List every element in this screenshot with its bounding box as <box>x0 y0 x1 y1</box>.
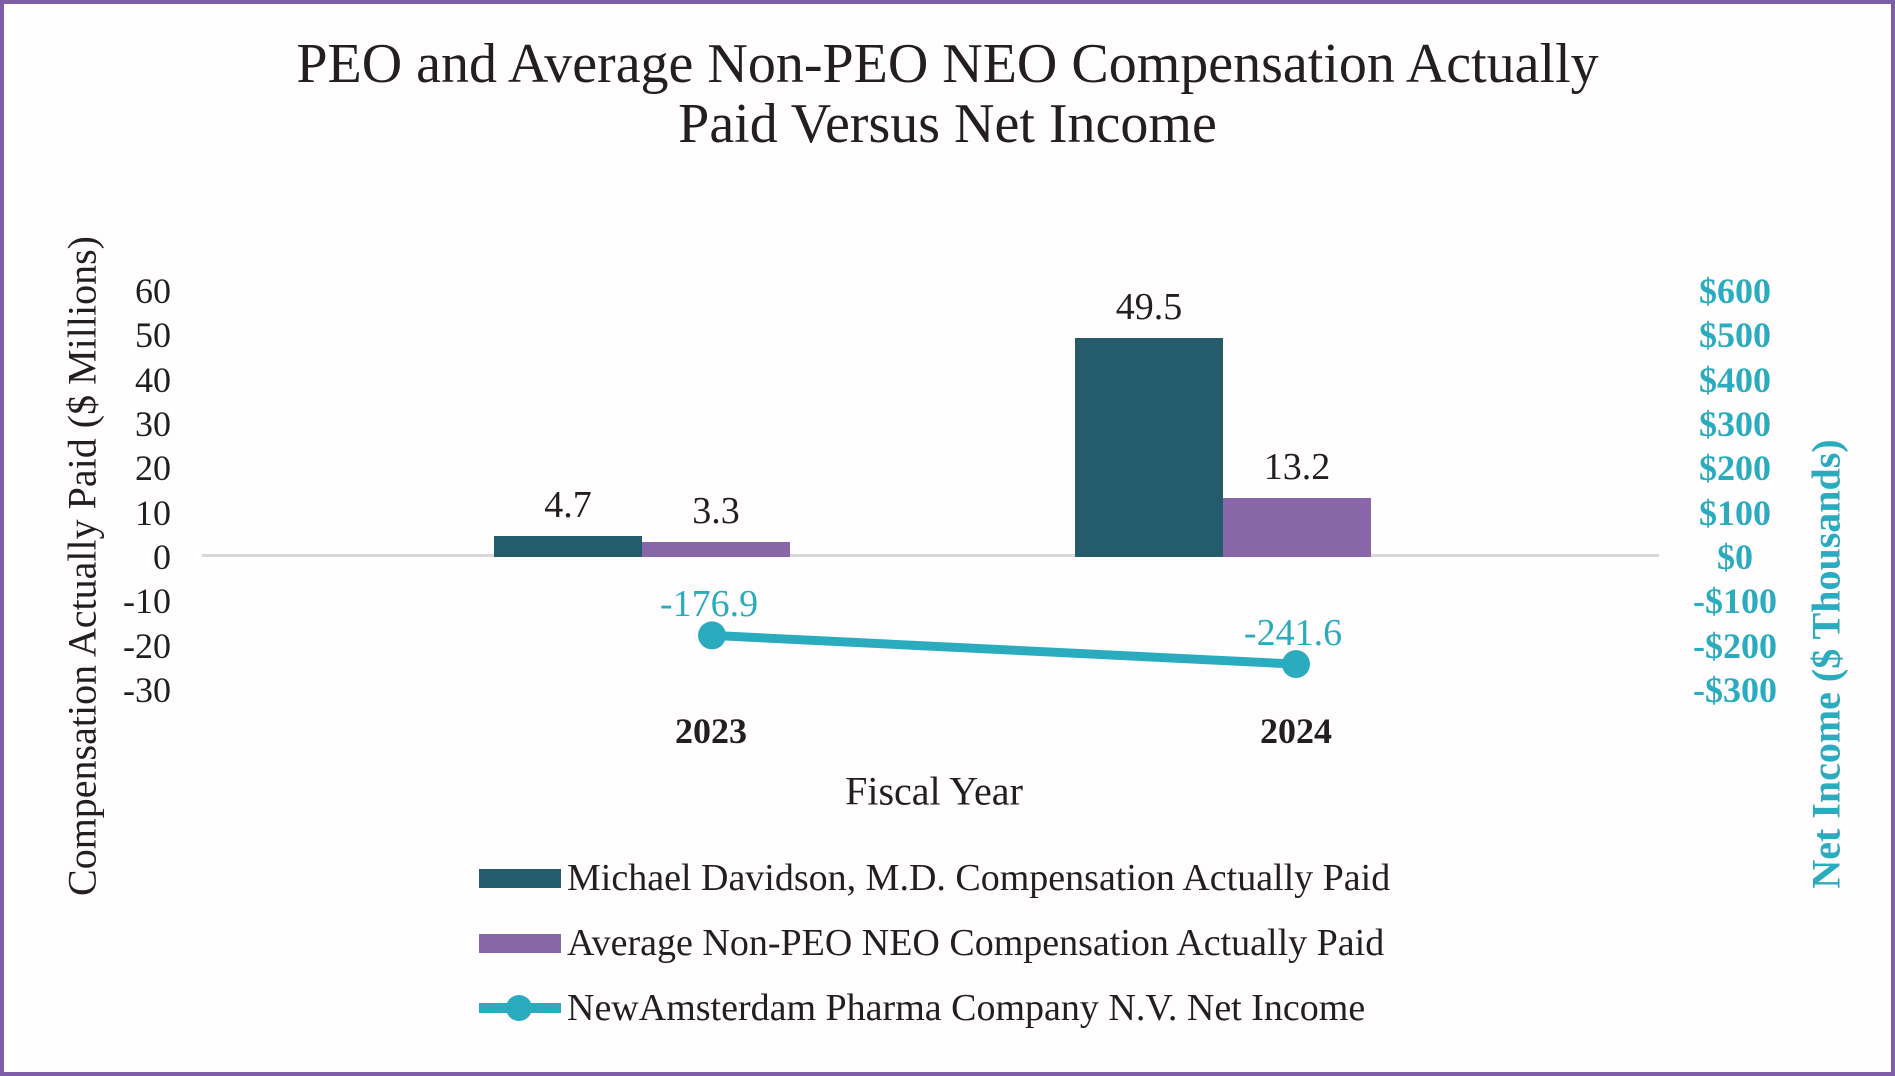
left-axis-tick-label: 0 <box>153 537 171 577</box>
right-axis-tick-label: -$100 <box>1693 581 1777 622</box>
left-axis-tick-label: 60 <box>135 271 171 312</box>
line-data-label: -241.6 <box>1243 612 1343 655</box>
legend-item-neo: Average Non-PEO NEO Compensation Actuall… <box>479 922 1390 964</box>
left-axis-tick-label: 40 <box>135 359 171 400</box>
right-axis-tick-label: $0 <box>1717 537 1753 577</box>
left-axis-tick-label: -10 <box>123 581 171 622</box>
chart-title-line2: Paid Versus Net Income <box>678 93 1217 155</box>
right-axis-title: Net Income ($ Thousands) <box>1803 439 1849 889</box>
right-axis-tick-label: $400 <box>1699 359 1771 400</box>
right-axis-tick-label: $600 <box>1699 271 1771 312</box>
legend-label-peo: Michael Davidson, M.D. Compensation Actu… <box>567 857 1391 899</box>
bar-data-label: 49.5 <box>1115 285 1183 328</box>
chart-title: PEO and Average Non-PEO NEO Compensation… <box>4 34 1891 154</box>
neo-bar-swatch-icon <box>479 933 561 953</box>
x-category-label-2024: 2024 <box>1260 711 1332 751</box>
chart-title-line1: PEO and Average Non-PEO NEO Compensation… <box>296 33 1599 95</box>
net-income-line-swatch-icon <box>479 995 561 1021</box>
legend-label-neo: Average Non-PEO NEO Compensation Actuall… <box>567 922 1385 964</box>
left-axis-tick-label: -20 <box>123 625 171 666</box>
right-axis-tick-label: -$200 <box>1693 625 1777 666</box>
zero-gridline <box>202 554 1659 557</box>
peo-bar-swatch-icon <box>479 868 561 888</box>
bar-data-label: 13.2 <box>1263 446 1331 489</box>
right-axis-tick-label: $300 <box>1699 404 1771 444</box>
bar-data-label: 4.7 <box>544 484 592 527</box>
right-axis-tick-label: -$300 <box>1693 669 1777 710</box>
left-axis-tick-label: 50 <box>135 315 171 356</box>
left-axis-tick-label: -30 <box>123 669 171 710</box>
line-data-label: -176.9 <box>659 583 759 626</box>
legend-item-net-income: NewAmsterdam Pharma Company N.V. Net Inc… <box>479 987 1390 1029</box>
left-axis-tick-label: 10 <box>135 492 171 533</box>
bar-data-label: 3.3 <box>692 490 740 533</box>
right-axis-tick-label: $200 <box>1699 448 1771 489</box>
x-category-label-2023: 2023 <box>675 711 747 751</box>
x-axis-title: Fiscal Year <box>845 768 1023 814</box>
left-axis-tick-label: 20 <box>135 448 171 489</box>
neo-bar-2023 <box>642 542 790 557</box>
legend-label-net-income: NewAmsterdam Pharma Company N.V. Net Inc… <box>567 987 1366 1029</box>
peo-bar-2023 <box>494 536 642 557</box>
right-axis-tick-label: $100 <box>1699 492 1771 533</box>
left-axis-tick-label: 30 <box>135 404 171 444</box>
peo-bar-2024 <box>1075 337 1223 557</box>
legend: Michael Davidson, M.D. Compensation Actu… <box>479 857 1391 1053</box>
legend-item-peo: Michael Davidson, M.D. Compensation Actu… <box>479 857 1391 899</box>
right-axis-tick-label: $500 <box>1699 315 1771 356</box>
neo-bar-2024 <box>1223 498 1371 557</box>
